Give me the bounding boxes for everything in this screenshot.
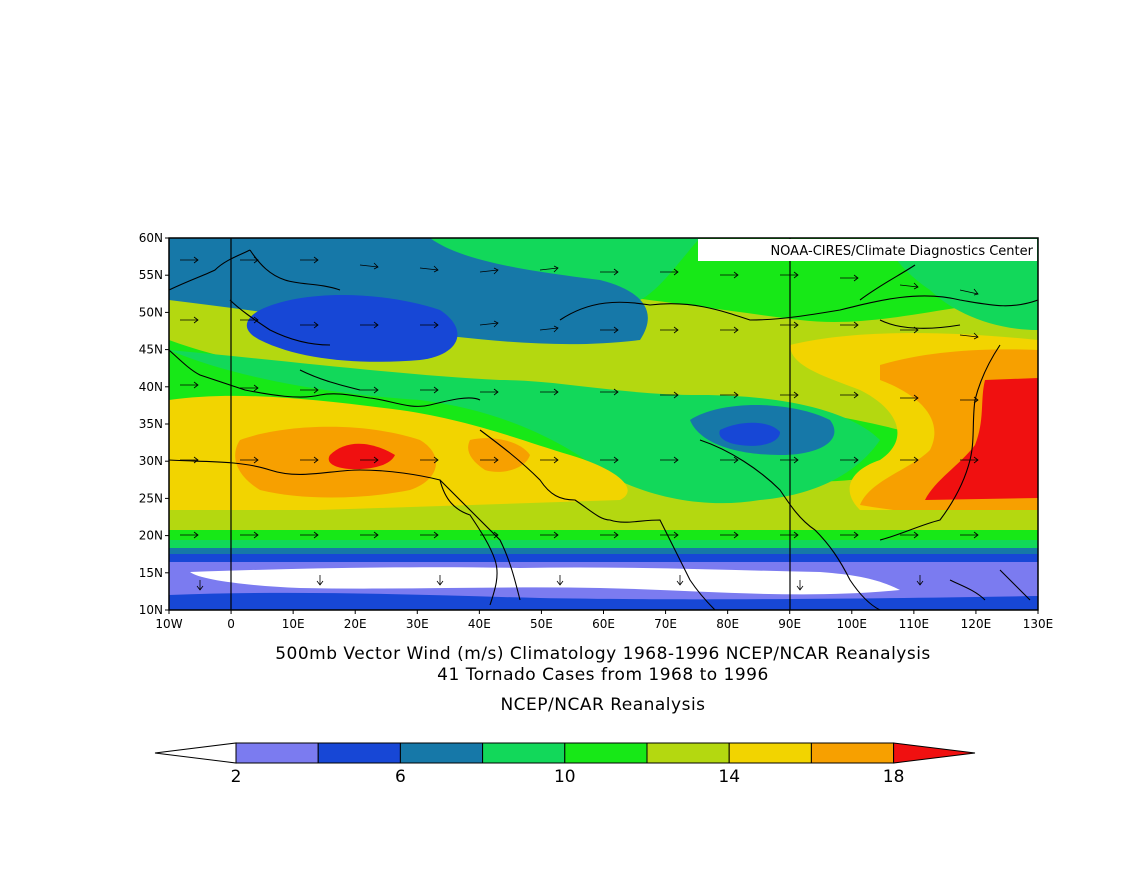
x-tick-label: 40E — [468, 617, 491, 631]
colorbar-label: 10 — [554, 767, 576, 787]
speed-band-6-8 — [169, 548, 1038, 556]
x-tick-label: 120E — [961, 617, 992, 631]
colorbar-segment — [810, 742, 895, 764]
x-tick-label: 20E — [344, 617, 367, 631]
y-tick-label: 10N — [139, 603, 163, 617]
speed-band-16-18 — [468, 438, 530, 472]
x-tick-label: 90E — [778, 617, 801, 631]
y-tick-label: 55N — [139, 268, 163, 282]
colorbar-segment — [728, 742, 812, 764]
x-tick-label: 70E — [654, 617, 677, 631]
y-tick-label: 45N — [139, 343, 163, 357]
y-tick-label: 20N — [139, 529, 163, 543]
y-axis-ticks: 10N 15N 20N 25N 30N 35N 40N 45N 50N 55N 60N — [139, 231, 169, 617]
x-axis-ticks: 10W 0 10E 20E 30E 40E 50E 60E 70E 80E 90E 100E 110E 1… — [155, 610, 1053, 631]
x-tick-label: 100E — [837, 617, 868, 631]
y-tick-label: 15N — [139, 566, 163, 580]
speed-band-4-6 — [719, 422, 780, 446]
speed-band-4-6 — [169, 554, 1038, 564]
colorbar-segment — [399, 742, 484, 764]
y-tick-label: 60N — [139, 231, 163, 245]
colorbar: 2 6 10 14 18 — [154, 742, 976, 787]
colorbar-label: 6 — [395, 767, 406, 787]
y-tick-label: 50N — [139, 305, 163, 319]
colorbar-low-arrow — [154, 742, 237, 764]
speed-band-6-8 — [169, 238, 648, 345]
x-tick-label: 10E — [282, 617, 305, 631]
speed-band-4-6 — [246, 295, 458, 362]
x-tick-label: 60E — [592, 617, 615, 631]
credit-box — [698, 239, 1037, 261]
speed-band-18-plus — [925, 378, 1038, 500]
x-tick-label: 10W — [155, 617, 182, 631]
chart-title-line1: 500mb Vector Wind (m/s) Climatology 1968… — [275, 644, 931, 664]
coastlines — [169, 249, 1038, 610]
y-tick-label: 30N — [139, 454, 163, 468]
colorbar-label: 18 — [883, 767, 905, 787]
x-tick-label: 0 — [227, 617, 235, 631]
speed-band-18-plus — [328, 443, 395, 470]
y-tick-label: 40N — [139, 380, 163, 394]
map-panel — [169, 238, 1038, 610]
colorbar-segment — [317, 742, 401, 764]
colorbar-segment — [235, 742, 319, 764]
y-tick-label: 25N — [139, 491, 163, 505]
y-tick-label: 35N — [139, 417, 163, 431]
x-tick-label: 50E — [530, 617, 553, 631]
speed-band-below-2 — [190, 567, 900, 595]
speed-band-10-12 — [169, 530, 1038, 542]
speed-band-8-10 — [169, 350, 880, 504]
x-tick-label: 110E — [899, 617, 930, 631]
speed-band-8-10 — [169, 540, 1038, 550]
chart-subtitle: NCEP/NCAR Reanalysis — [500, 695, 705, 715]
colorbar-segment — [482, 742, 566, 764]
colorbar-label: 14 — [718, 767, 740, 787]
colorbar-segment — [646, 742, 730, 764]
wind-vectors — [180, 256, 979, 591]
colorbar-label: 2 — [231, 767, 242, 787]
x-tick-label: 30E — [406, 617, 429, 631]
colorbar-segment — [564, 742, 648, 764]
x-tick-label: 130E — [1023, 617, 1054, 631]
colorbar-high-arrow — [893, 742, 976, 764]
speed-band-4-6 — [169, 592, 1038, 610]
chart-title-line2: 41 Tornado Cases from 1968 to 1996 — [437, 665, 769, 685]
credit-label: NOAA-CIRES/Climate Diagnostics Center — [770, 244, 1033, 259]
x-tick-label: 80E — [716, 617, 739, 631]
